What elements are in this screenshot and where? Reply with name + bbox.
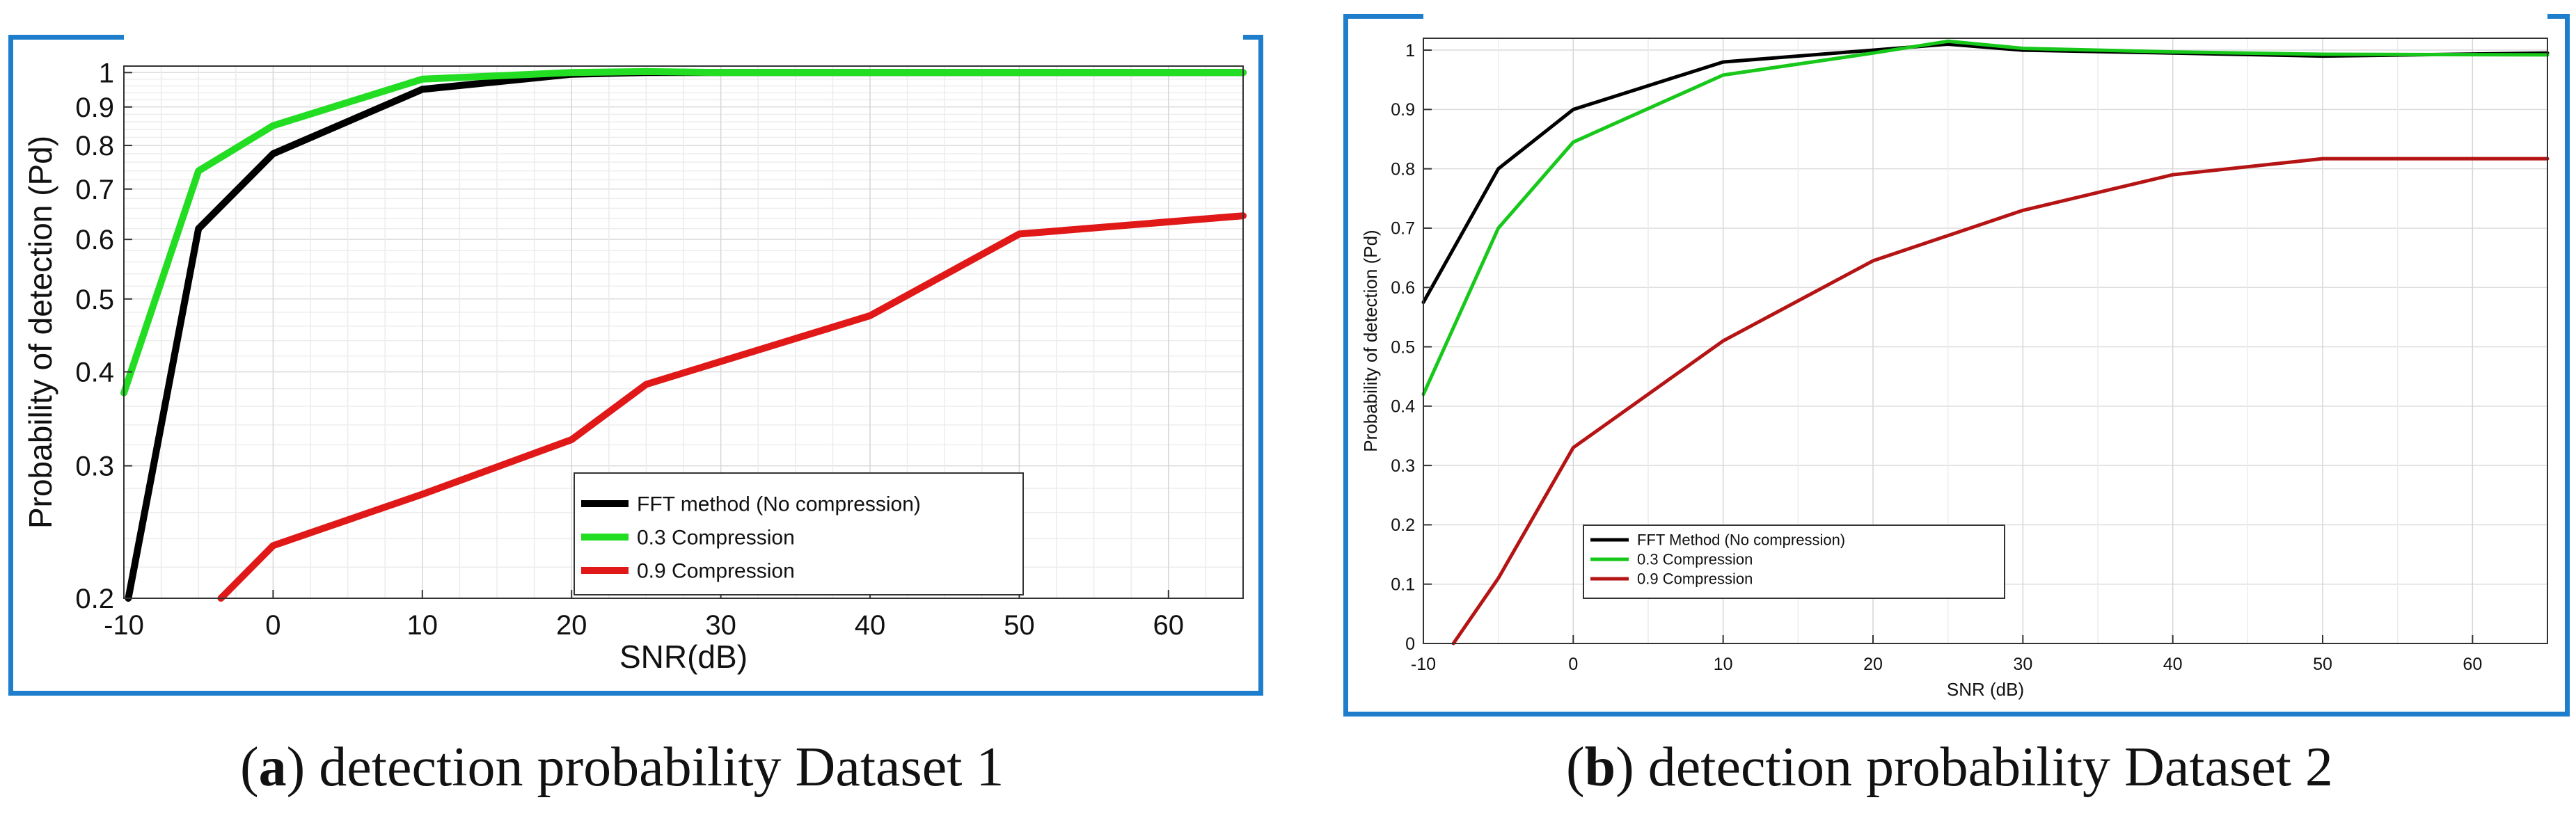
grid-b <box>1423 38 2548 644</box>
x-tick-label: 60 <box>1153 610 1185 641</box>
x-tick-label: 20 <box>1863 655 1883 674</box>
legend-label-1: FFT Method (No compression) <box>1637 531 1845 549</box>
x-tick-label: 40 <box>2163 655 2183 674</box>
x-tick-label: 30 <box>2013 655 2032 674</box>
y-tick-label: 0.4 <box>1391 397 1415 417</box>
chart-b: 00.10.20.30.40.50.60.70.80.91-10 0 10 20 30 4… <box>1360 0 2550 700</box>
x-tick-label: 0 <box>265 610 280 641</box>
x-tick-label: 10 <box>1714 655 1733 674</box>
x-tick-label: 0 <box>1568 655 1578 674</box>
y-tick-label: 0.2 <box>75 584 114 614</box>
y-axis-label: Probability of detection (Pd) <box>22 136 58 529</box>
x-tick-label: 50 <box>1004 610 1035 641</box>
x-tick-label: 10 <box>407 610 438 641</box>
axes-box-b <box>1423 38 2548 644</box>
y-tick-label: 0.7 <box>1391 219 1415 239</box>
y-tick-label: 1 <box>1405 41 1415 61</box>
series-line-3 <box>217 212 1247 602</box>
series-line-2 <box>120 67 1247 397</box>
y-tick-label: 0.1 <box>1391 575 1415 594</box>
legend-box <box>1583 525 2005 599</box>
x-axis-label: SNR (dB) <box>1947 679 2024 700</box>
y-tick-label: 0.5 <box>75 285 114 315</box>
caption-a-letter: a <box>258 737 287 798</box>
legend-label-2: 0.3 Compression <box>1637 551 1753 568</box>
caption-b-text: detection probability Dataset 2 <box>1647 737 2333 798</box>
y-tick-label: 0.6 <box>1391 278 1415 298</box>
y-tick-label: 0.6 <box>75 225 114 255</box>
y-tick-label: 0.3 <box>1391 456 1415 476</box>
legend-b: FFT Method (No compression) 0.3 Compressi… <box>1583 525 2005 599</box>
y-tick-label: 0.2 <box>1391 515 1415 535</box>
x-tick-label: 30 <box>705 610 736 641</box>
x-tick-label: -10 <box>1411 655 1436 674</box>
chart-a: 0.2 0.3 0.4 0.5 0.6 0.7 0.8 0.9 1 -10 0 10 20 30 40 50 6… <box>22 24 1247 675</box>
legend-label-3: 0.9 Compression <box>1637 570 1753 588</box>
y-tick-label: 0.9 <box>75 93 114 123</box>
y-axis-label: Probability of detection (Pd) <box>1360 230 1381 451</box>
legend-label-3: 0.9 Compression <box>637 560 795 583</box>
x-tick-label: 20 <box>556 610 587 641</box>
caption-b-letter: b <box>1584 737 1616 798</box>
legend-label-1: FFT method (No compression) <box>637 493 921 516</box>
y-tick-label: 0.5 <box>1391 337 1415 357</box>
series-line-2 <box>1421 39 2550 397</box>
caption-a: (a) detection probability Dataset 1 <box>240 737 1004 798</box>
top-clip-b <box>1423 0 2547 37</box>
y-tick-label: 0.7 <box>75 175 114 205</box>
series-line-3 <box>1451 157 2550 646</box>
legend-box <box>574 472 1024 595</box>
y-tick-label: 0.3 <box>75 451 114 482</box>
x-tick-label: -10 <box>104 610 144 641</box>
legend-label-2: 0.3 Compression <box>637 527 795 550</box>
y-tick-label: 1 <box>99 58 114 88</box>
legend-a: FFT method (No compression) 0.3 Compressi… <box>574 472 1024 595</box>
x-axis-label: SNR(dB) <box>619 639 748 675</box>
y-tick-label: 0.9 <box>1391 100 1415 120</box>
caption-a-text: detection probability Dataset 1 <box>319 737 1004 798</box>
x-tick-label: 60 <box>2463 655 2482 674</box>
x-tick-label: 40 <box>855 610 886 641</box>
y-tick-label: 0.4 <box>75 358 114 388</box>
top-clip-a <box>124 24 1243 65</box>
y-tick-label: 0.8 <box>75 131 114 161</box>
x-tick-label: 50 <box>2313 655 2332 674</box>
y-tick-label: 0 <box>1405 634 1415 654</box>
y-tick-label: 0.8 <box>1391 159 1415 179</box>
axes-box-a <box>123 65 1244 599</box>
caption-b: (b) detection probability Dataset 2 <box>1566 737 2333 798</box>
